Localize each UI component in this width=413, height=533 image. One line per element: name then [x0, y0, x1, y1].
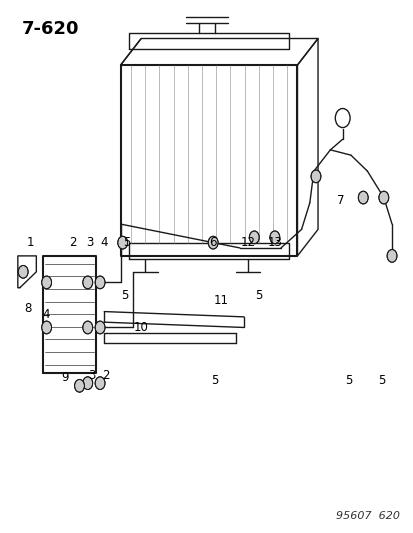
Circle shape: [117, 236, 127, 249]
Text: 5: 5: [377, 374, 385, 387]
Text: 4: 4: [100, 236, 108, 249]
Text: 5: 5: [121, 289, 128, 302]
Text: 2: 2: [69, 236, 77, 249]
Circle shape: [358, 191, 367, 204]
Text: 5: 5: [254, 289, 261, 302]
Circle shape: [74, 379, 84, 392]
Circle shape: [83, 321, 93, 334]
Circle shape: [83, 377, 93, 390]
Text: 13: 13: [267, 236, 282, 249]
Circle shape: [42, 321, 52, 334]
Circle shape: [95, 276, 105, 289]
Text: 5: 5: [211, 374, 218, 387]
Text: 5: 5: [123, 236, 130, 249]
Circle shape: [208, 236, 218, 249]
Text: 10: 10: [133, 321, 148, 334]
Text: 6: 6: [209, 236, 216, 249]
Circle shape: [386, 249, 396, 262]
Text: 3: 3: [88, 369, 95, 382]
Circle shape: [378, 191, 388, 204]
Text: 9: 9: [61, 372, 69, 384]
Circle shape: [42, 276, 52, 289]
Circle shape: [18, 265, 28, 278]
Text: 8: 8: [24, 302, 32, 316]
Circle shape: [310, 170, 320, 183]
Circle shape: [83, 276, 93, 289]
Text: 12: 12: [240, 236, 255, 249]
Text: 2: 2: [102, 369, 110, 382]
Circle shape: [269, 231, 279, 244]
Circle shape: [249, 231, 259, 244]
Circle shape: [95, 321, 105, 334]
Text: 5: 5: [344, 374, 352, 387]
Text: 4: 4: [43, 308, 50, 321]
Circle shape: [95, 377, 105, 390]
Text: 95607  620: 95607 620: [335, 511, 399, 521]
Text: 3: 3: [86, 236, 93, 249]
Text: 1: 1: [26, 236, 34, 249]
Text: 7-620: 7-620: [22, 20, 79, 38]
Text: 7: 7: [336, 193, 344, 207]
Text: 11: 11: [214, 294, 228, 308]
